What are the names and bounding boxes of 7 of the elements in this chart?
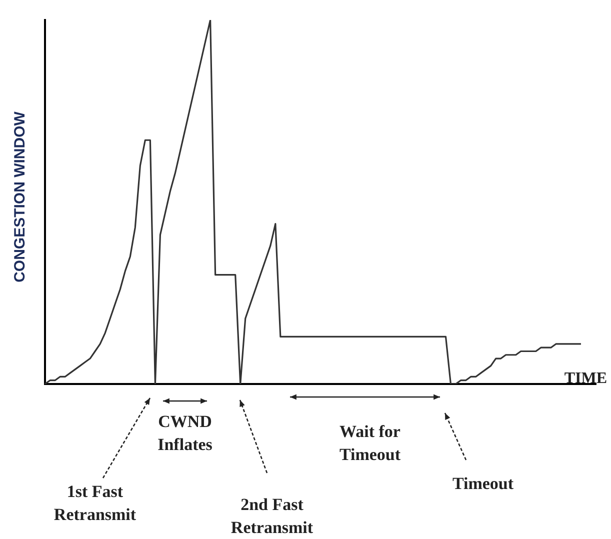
text: Wait for Timeout xyxy=(338,421,402,466)
y-axis-title: CONGESTION WINDOW xyxy=(12,112,28,282)
text: CWND Inflates xyxy=(156,411,214,456)
text: Timeout xyxy=(451,473,515,495)
text: 2nd Fast Retransmit xyxy=(230,494,314,539)
x-axis-title: TIME xyxy=(564,370,607,388)
text: 1st Fast Retransmit xyxy=(52,481,138,526)
